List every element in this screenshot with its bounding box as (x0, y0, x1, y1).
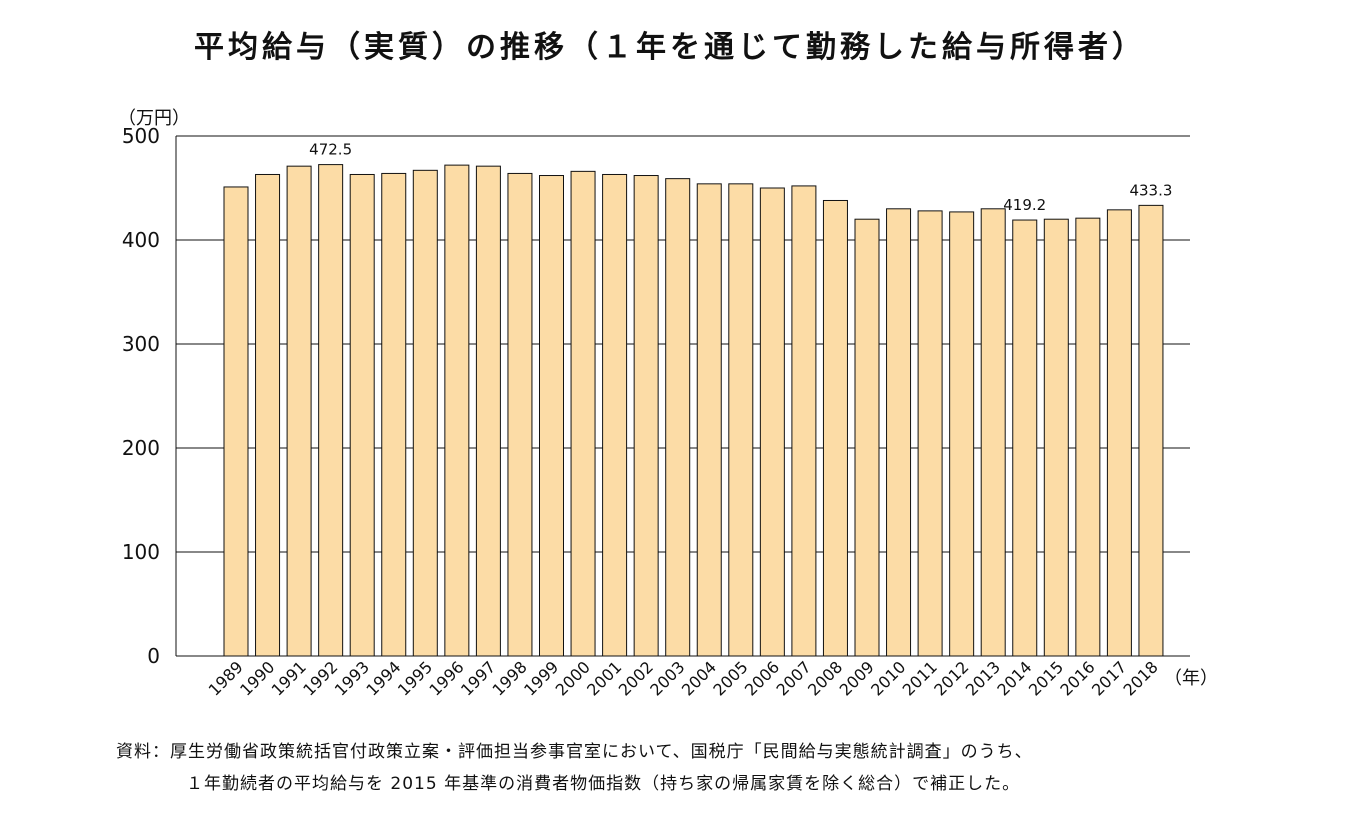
chart-title: 平均給与（実質）の推移（１年を通じて勤務した給与所得者） (194, 30, 1146, 65)
x-tick-label: 2009 (836, 657, 878, 699)
x-tick-label: 1995 (394, 657, 436, 699)
bar-1999 (539, 175, 564, 657)
source-line-2: １年勤続者の平均給与を 2015 年基準の消費者物価指数（持ち家の帰属家賃を除く… (186, 774, 1021, 794)
x-tick-label: 2015 (1025, 657, 1067, 699)
y-tick-label: 0 (147, 644, 160, 668)
x-tick-label: 2014 (993, 657, 1035, 699)
x-tick-label: 1998 (489, 657, 531, 699)
y-tick-label: 400 (122, 228, 160, 252)
x-tick-label: 2016 (1056, 657, 1098, 699)
x-tick-label: 2008 (804, 657, 846, 699)
bar-2018 (1138, 204, 1164, 657)
data-label: 433.3 (1129, 181, 1172, 199)
source-note: 資料：厚生労働省政策統括官付政策立案・評価担当参事官室において、国税庁「民間給与… (116, 736, 1033, 800)
bar-2002 (633, 175, 659, 657)
bar-2017 (1106, 209, 1132, 657)
x-tick-label: 1999 (520, 657, 562, 699)
x-tick-label: 2003 (646, 657, 688, 699)
x-tick-label: 1996 (425, 657, 467, 699)
x-tick-label: 1989 (205, 657, 247, 699)
bar-1992 (318, 164, 344, 657)
y-unit-label: （万円） (118, 108, 190, 129)
x-tick-label: 2001 (583, 657, 625, 699)
y-tick-label: 500 (122, 124, 160, 148)
bar-2009 (854, 218, 880, 657)
bar-2008 (822, 199, 848, 657)
bar-1998 (507, 172, 533, 657)
bar-2003 (665, 178, 691, 657)
data-label: 419.2 (1003, 196, 1046, 214)
y-tick-label: 100 (122, 540, 160, 564)
x-unit-label: （年） (1164, 668, 1218, 689)
bar-2004 (696, 183, 722, 657)
x-tick-label: 2013 (962, 657, 1004, 699)
bar-2000 (570, 170, 596, 657)
x-tick-label: 1994 (362, 657, 404, 699)
data-label: 472.5 (309, 141, 352, 159)
bar-2010 (886, 208, 912, 657)
bar-2005 (728, 183, 754, 657)
bar-1989 (223, 186, 249, 657)
x-tick-label: 1997 (457, 657, 499, 699)
x-tick-label: 1990 (236, 657, 278, 699)
x-tick-label: 2000 (552, 657, 594, 699)
bar-2016 (1075, 217, 1101, 657)
x-tick-label: 2007 (773, 657, 815, 699)
bar-1996 (444, 164, 470, 657)
bar-1991 (286, 165, 312, 657)
y-tick-label: 300 (122, 332, 160, 356)
bar-2012 (949, 211, 975, 657)
x-tick-label: 1993 (331, 657, 373, 699)
bar-1990 (255, 173, 281, 657)
x-tick-label: 2005 (709, 657, 751, 699)
x-tick-label: 2006 (741, 657, 783, 699)
x-tick-label: 2002 (615, 657, 657, 699)
source-line-1: 資料：厚生労働省政策統括官付政策立案・評価担当参事官室において、国税庁「民間給与… (116, 742, 1033, 762)
bar-2011 (917, 210, 943, 657)
bar-2015 (1043, 218, 1069, 657)
x-tick-label: 2018 (1120, 657, 1162, 699)
bar-1994 (381, 172, 407, 657)
bar-2007 (791, 185, 817, 657)
bar-1995 (412, 169, 438, 657)
bar-1993 (349, 173, 375, 657)
x-tick-label: 1992 (299, 657, 341, 699)
bar-2014 (1012, 219, 1038, 657)
x-tick-label: 2012 (930, 657, 972, 699)
x-tick-label: 2010 (867, 657, 909, 699)
bar-2001 (602, 173, 628, 657)
bar-chart: 0 100 200 300 400 500 198919901991199219931994… (122, 124, 1190, 700)
x-tick-label: 2017 (1088, 657, 1130, 699)
bar-1997 (475, 165, 501, 657)
bar-2013 (980, 208, 1006, 657)
x-tick-label: 1991 (268, 657, 310, 699)
x-tick-label: 2011 (899, 657, 941, 699)
x-tick-label: 2004 (678, 657, 720, 699)
y-tick-label: 200 (122, 436, 160, 460)
bar-2006 (759, 187, 785, 657)
